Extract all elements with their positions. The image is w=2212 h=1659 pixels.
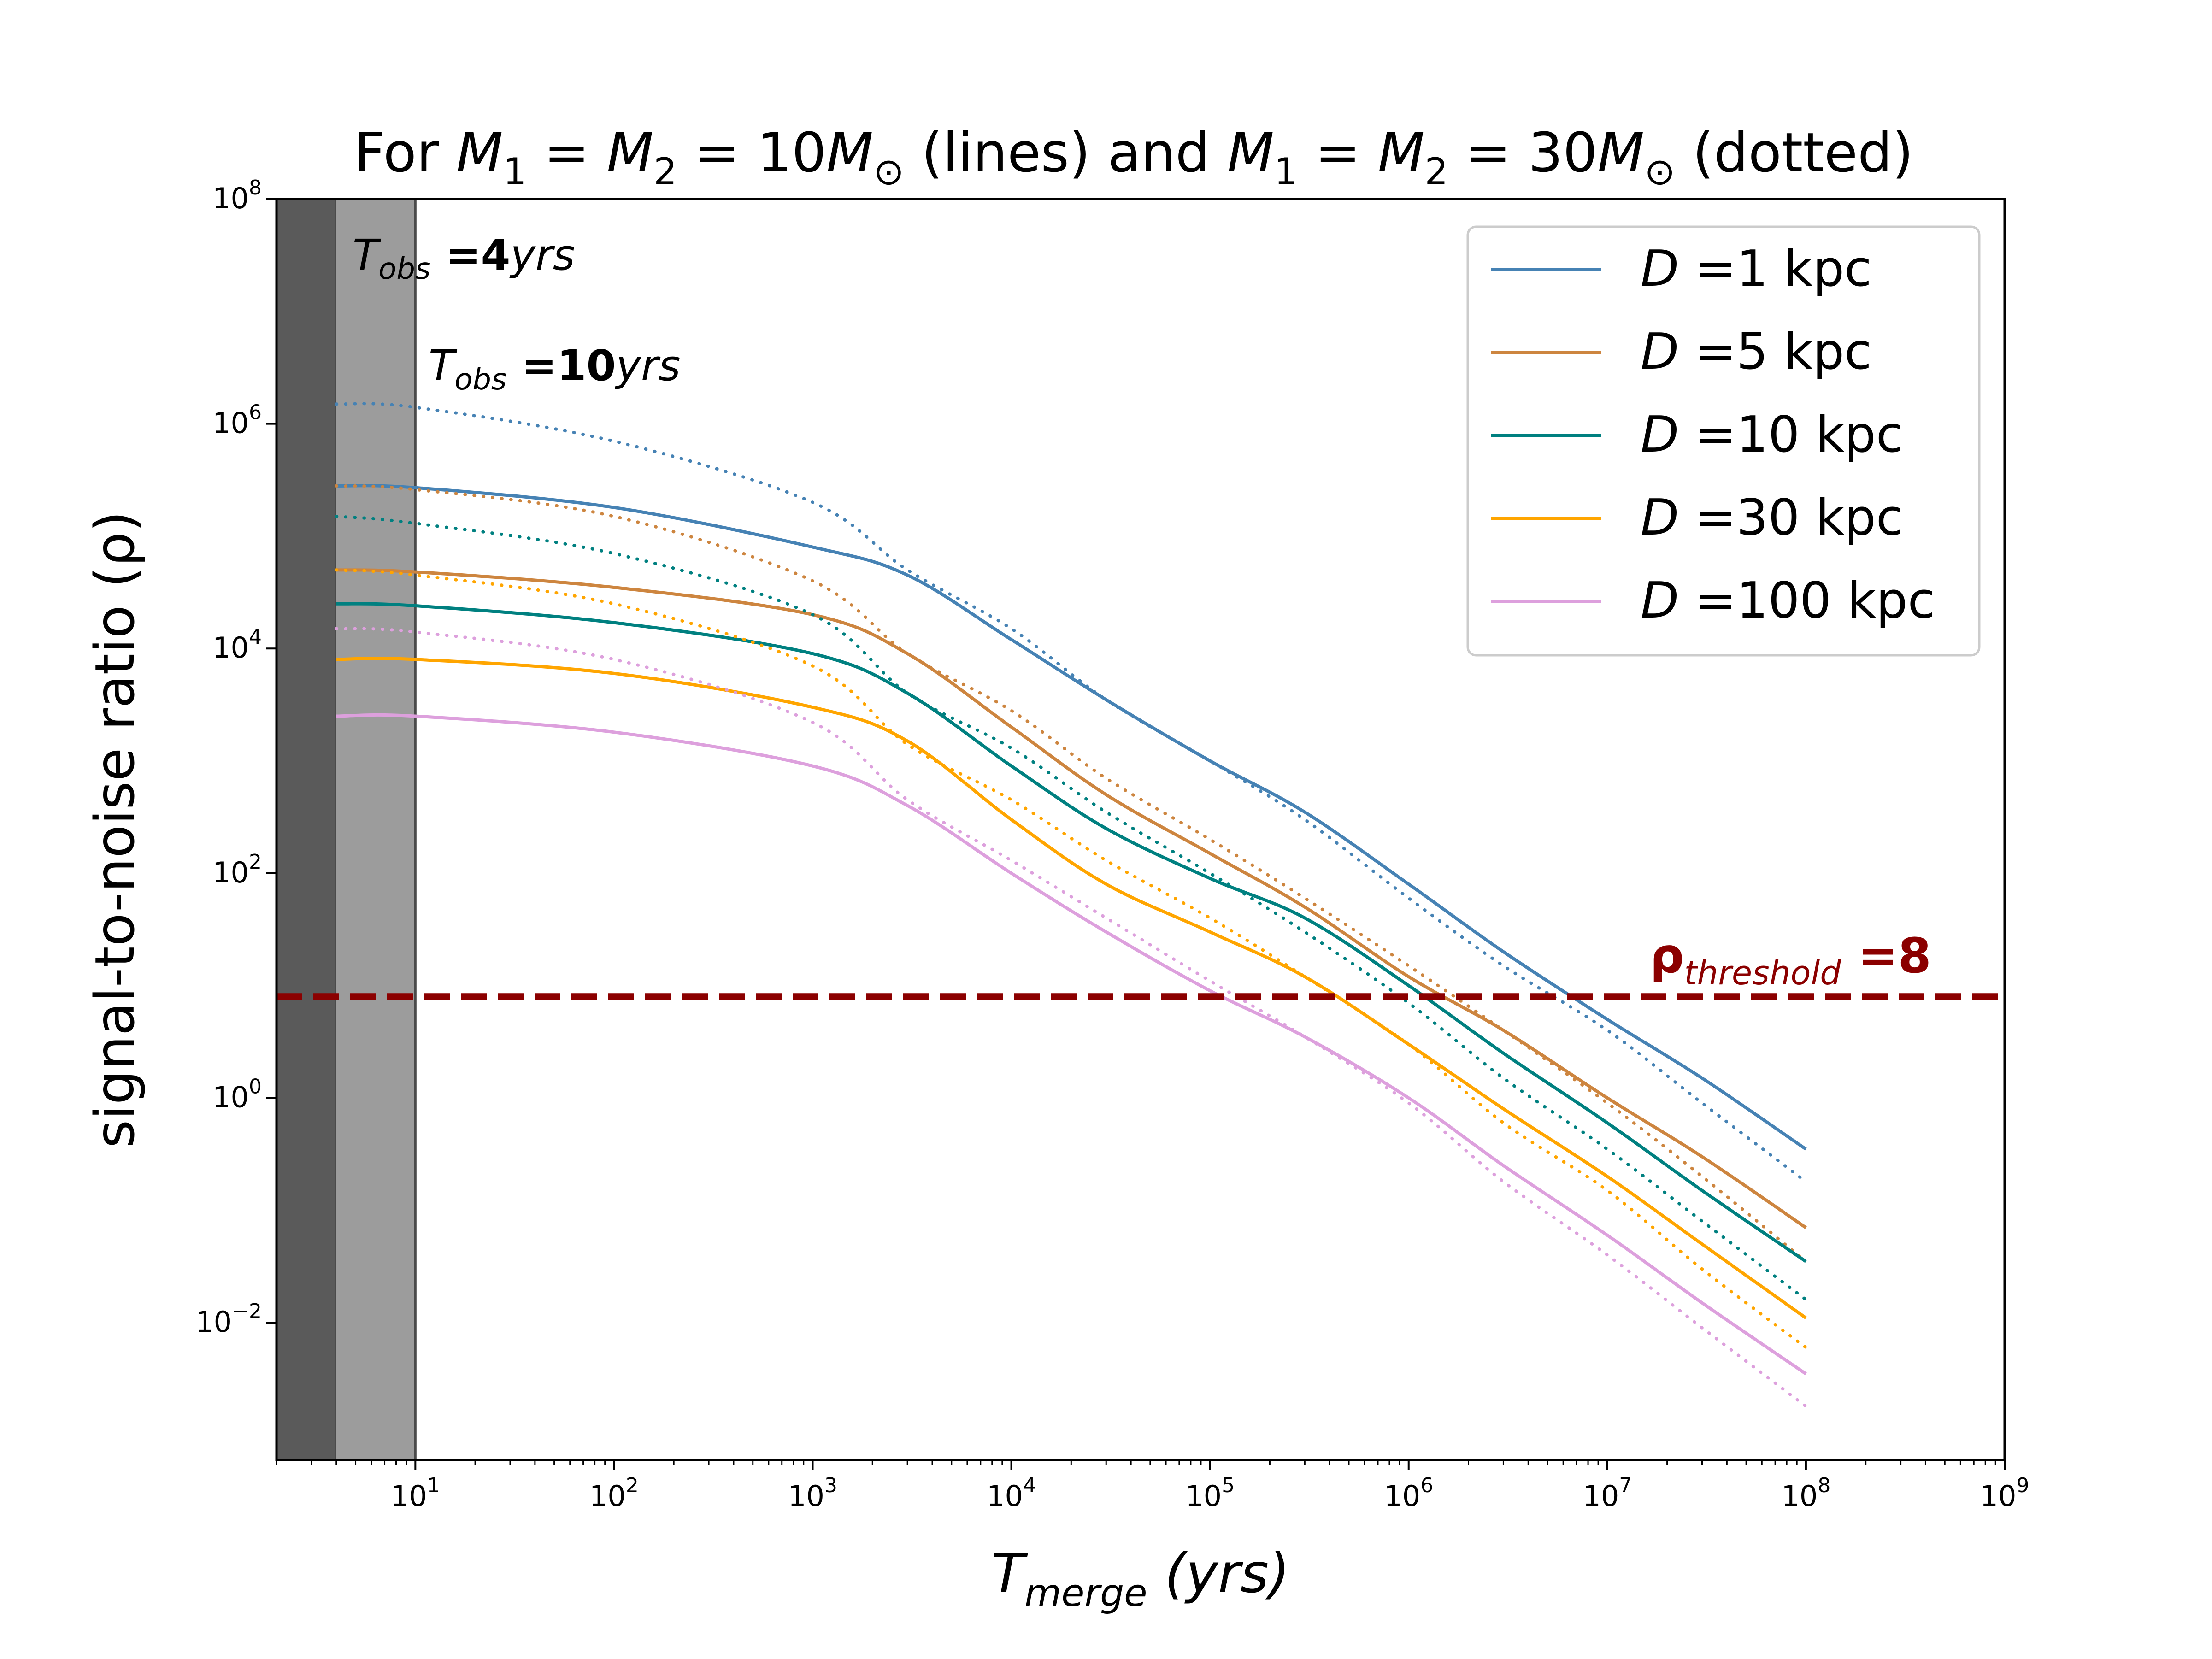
legend: D =1 kpc D =5 kpc D =10 kpc D =30 kpc D … xyxy=(1466,225,1981,657)
x-tick-label-1: 102 xyxy=(589,1474,639,1513)
legend-label-d30: D =30 kpc xyxy=(1641,489,1903,547)
plot-frame xyxy=(275,198,2006,1461)
series-d10-solid xyxy=(336,602,1807,1263)
series-layer xyxy=(335,402,1808,1408)
x-tick-label-4: 105 xyxy=(1185,1474,1235,1513)
legend-label-d1: D =1 kpc xyxy=(1641,240,1872,298)
chart-title: For M1 = M2 = 10M⊙ (lines) and M1 = M2 =… xyxy=(354,121,1913,193)
series-d10-dotted xyxy=(335,515,1808,1301)
x-tick-label-3: 104 xyxy=(987,1474,1036,1513)
axis-ticks: 101 102 103 104 105 106 107 108 109 10−2 100 102 104… xyxy=(195,176,2029,1513)
observation-regions xyxy=(276,199,417,1460)
threshold-label: ρthreshold =8 xyxy=(1650,928,1931,992)
x-tick-label-8: 109 xyxy=(1980,1474,2030,1513)
x-tick-label-5: 106 xyxy=(1384,1474,1433,1513)
legend-label-d5: D =5 kpc xyxy=(1641,323,1872,381)
obs-region-1 xyxy=(336,199,416,1460)
y-tick-label-2: 102 xyxy=(212,850,262,889)
series-d30-solid xyxy=(336,657,1807,1319)
legend-box xyxy=(1466,225,1981,657)
series-d5-solid xyxy=(336,568,1807,1229)
obs-region-0 xyxy=(276,199,336,1460)
legend-label-d100: D =100 kpc xyxy=(1641,572,1935,629)
y-tick-label-4: 106 xyxy=(212,401,262,440)
tobs-4yrs-label: Tobs =4yrs xyxy=(353,230,575,286)
y-tick-label-3: 104 xyxy=(212,625,262,665)
legend-label-d10: D =10 kpc xyxy=(1641,406,1903,464)
x-axis-label: Tmerge (yrs) xyxy=(991,1541,1290,1615)
tobs-10yrs-label: Tobs =10yrs xyxy=(429,341,681,397)
y-tick-label-0: 10−2 xyxy=(195,1300,262,1339)
series-d100-dotted xyxy=(335,627,1808,1408)
series-d100-solid xyxy=(336,713,1807,1376)
series-d1-dotted xyxy=(335,402,1808,1183)
x-tick-label-2: 103 xyxy=(788,1474,837,1513)
y-axis-label: signal-to-noise ratio (ρ) xyxy=(83,511,147,1148)
y-tick-label-1: 100 xyxy=(212,1075,262,1114)
x-tick-label-0: 101 xyxy=(391,1474,440,1513)
y-tick-label-5: 108 xyxy=(212,176,262,215)
x-tick-label-7: 108 xyxy=(1781,1474,1830,1513)
x-tick-label-6: 107 xyxy=(1583,1474,1632,1513)
series-d5-dotted xyxy=(335,484,1808,1263)
